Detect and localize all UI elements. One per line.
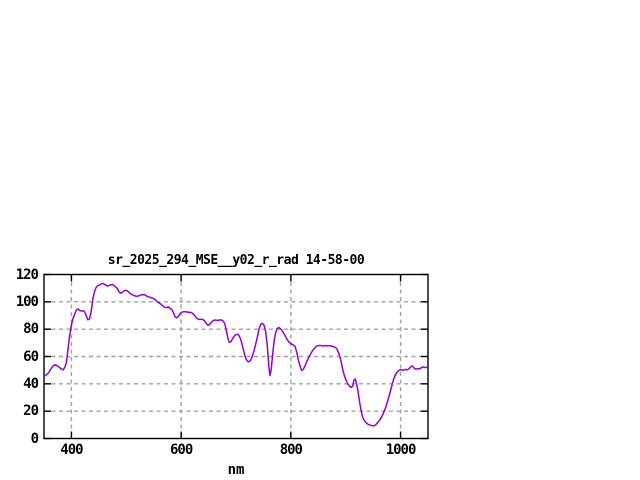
spectrum-curve [43,282,429,427]
x-tick-label: 400 [60,442,83,458]
x-tick-label: 800 [279,442,303,458]
chart-title: sr_2025_294_MSE__y02_r_rad 14-58-00 [107,253,365,268]
x-tick-label: 600 [169,442,193,458]
y-tick-label: 0 [30,430,39,447]
y-tick-label: 120 [15,266,39,283]
x-tick-label: 1000 [385,442,417,458]
y-tick-label: 20 [23,403,39,420]
y-tick-label: 60 [23,348,39,365]
x-axis-label: nm [227,462,245,478]
y-tick-label: 80 [23,321,39,338]
y-tick-label: 40 [23,375,39,392]
y-tick-label: 100 [15,293,39,310]
